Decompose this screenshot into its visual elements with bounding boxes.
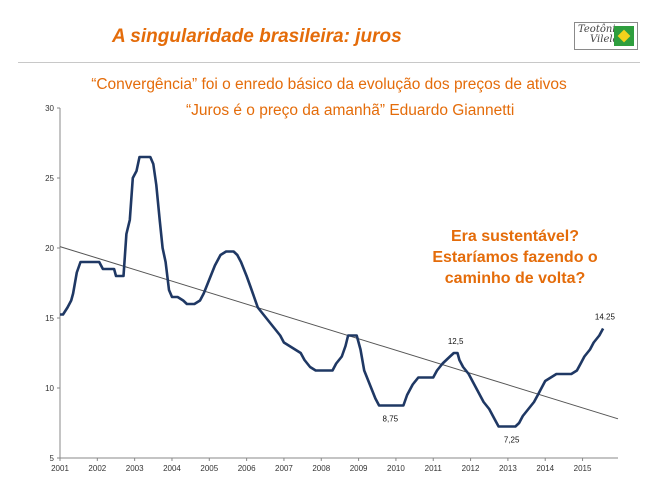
x-tick-label: 2010: [387, 464, 405, 473]
selic-rate-line: [60, 155, 605, 428]
callout-line-2: Estaríamos fazendo o: [432, 249, 598, 266]
y-tick-label: 30: [45, 104, 54, 113]
data-label: 12,5: [448, 337, 464, 346]
data-label: 7,25: [504, 436, 520, 445]
x-tick-label: 2015: [574, 464, 592, 473]
data-label: 14.25: [595, 313, 616, 322]
y-tick-label: 25: [45, 174, 54, 183]
data-label: 8,75: [383, 415, 399, 424]
x-tick-label: 2006: [238, 464, 256, 473]
x-tick-label: 2012: [462, 464, 480, 473]
x-tick-label: 2008: [312, 464, 330, 473]
subtitle-line-1: “Convergência” foi o enredo básico da ev…: [91, 76, 567, 93]
y-tick-label: 10: [45, 384, 54, 393]
x-tick-label: 2003: [126, 464, 144, 473]
callout-text: Era sustentável? Estaríamos fazendo o ca…: [404, 226, 626, 289]
y-tick-label: 20: [45, 244, 54, 253]
x-tick-label: 2007: [275, 464, 293, 473]
trend-line: [59, 246, 619, 420]
x-tick-label: 2013: [499, 464, 517, 473]
x-tick-label: 2009: [350, 464, 368, 473]
callout-line-1: Era sustentável?: [450, 228, 580, 245]
x-tick-label: 2001: [51, 464, 69, 473]
subtitle-line-2: “Juros é o preço da amanhã” Eduardo Gian…: [186, 102, 515, 119]
x-tick-label: 2014: [536, 464, 554, 473]
x-tick-label: 2011: [425, 464, 443, 473]
logo-flag-icon: [614, 26, 634, 46]
logo-text-line1: Teotônio: [578, 24, 622, 35]
callout-line-3: caminho de volta?: [444, 270, 586, 287]
x-tick-label: 2005: [200, 464, 218, 473]
x-tick-label: 2004: [163, 464, 181, 473]
logo-wordmark: Teotônio Vilela: [578, 25, 622, 45]
y-tick-label: 15: [45, 314, 54, 323]
title-divider: [18, 62, 640, 63]
slide-title: A singularidade brasileira: juros: [112, 26, 402, 47]
logo-text-line2: Vilela: [590, 34, 619, 45]
y-tick-label: 5: [50, 454, 55, 463]
teotonio-vilela-logo: Teotônio Vilela: [574, 22, 638, 50]
x-tick-label: 2002: [88, 464, 106, 473]
